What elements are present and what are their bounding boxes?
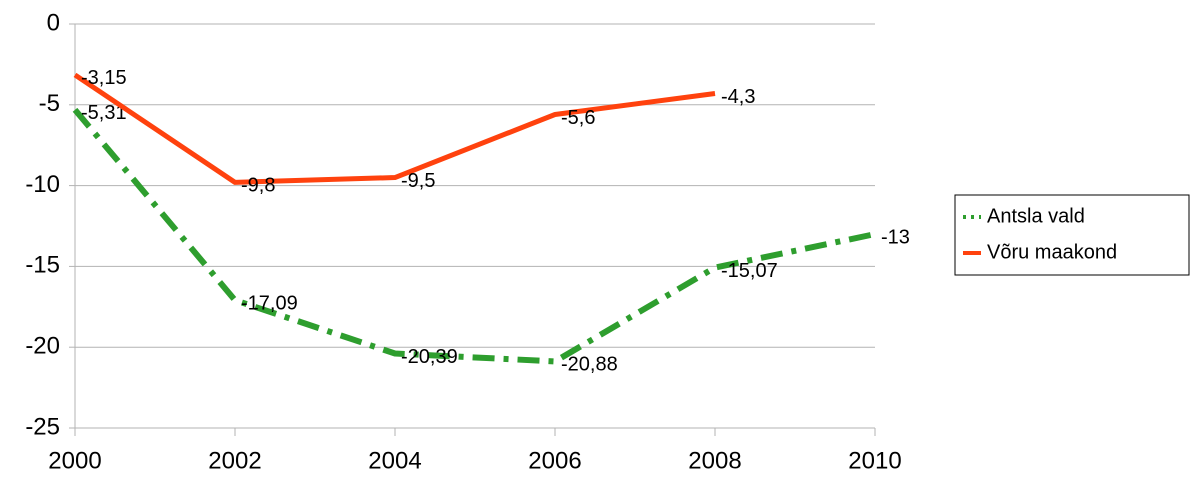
x-tick-label: 2006 [528, 447, 581, 474]
y-tick-label: -10 [25, 171, 60, 198]
data-label: -20,39 [401, 346, 458, 368]
legend-label: Antsla vald [987, 205, 1085, 227]
y-tick-label: 0 [47, 9, 60, 36]
x-tick-label: 2010 [848, 447, 901, 474]
y-tick-label: -5 [39, 90, 60, 117]
x-tick-label: 2000 [48, 447, 101, 474]
data-label: -9,8 [241, 175, 275, 197]
data-label: -13 [881, 226, 910, 248]
data-label: -5,31 [81, 102, 127, 124]
data-label: -9,5 [401, 170, 435, 192]
data-label: -5,6 [561, 107, 595, 129]
data-label: -15,07 [721, 260, 778, 282]
data-label: -20,88 [561, 354, 618, 376]
x-tick-label: 2002 [208, 447, 261, 474]
series-line [73, 72, 716, 185]
data-label: -3,15 [81, 67, 127, 89]
y-tick-label: -25 [25, 413, 60, 440]
legend-box [954, 194, 1190, 276]
y-tick-label: -15 [25, 252, 60, 279]
x-tick-label: 2008 [688, 447, 741, 474]
series-line [72, 107, 876, 365]
x-tick-label: 2004 [368, 447, 421, 474]
data-label: -4,3 [721, 86, 755, 108]
data-label: -17,09 [241, 292, 298, 314]
y-tick-label: -20 [25, 333, 60, 360]
legend-label: Võru maakond [987, 241, 1117, 263]
